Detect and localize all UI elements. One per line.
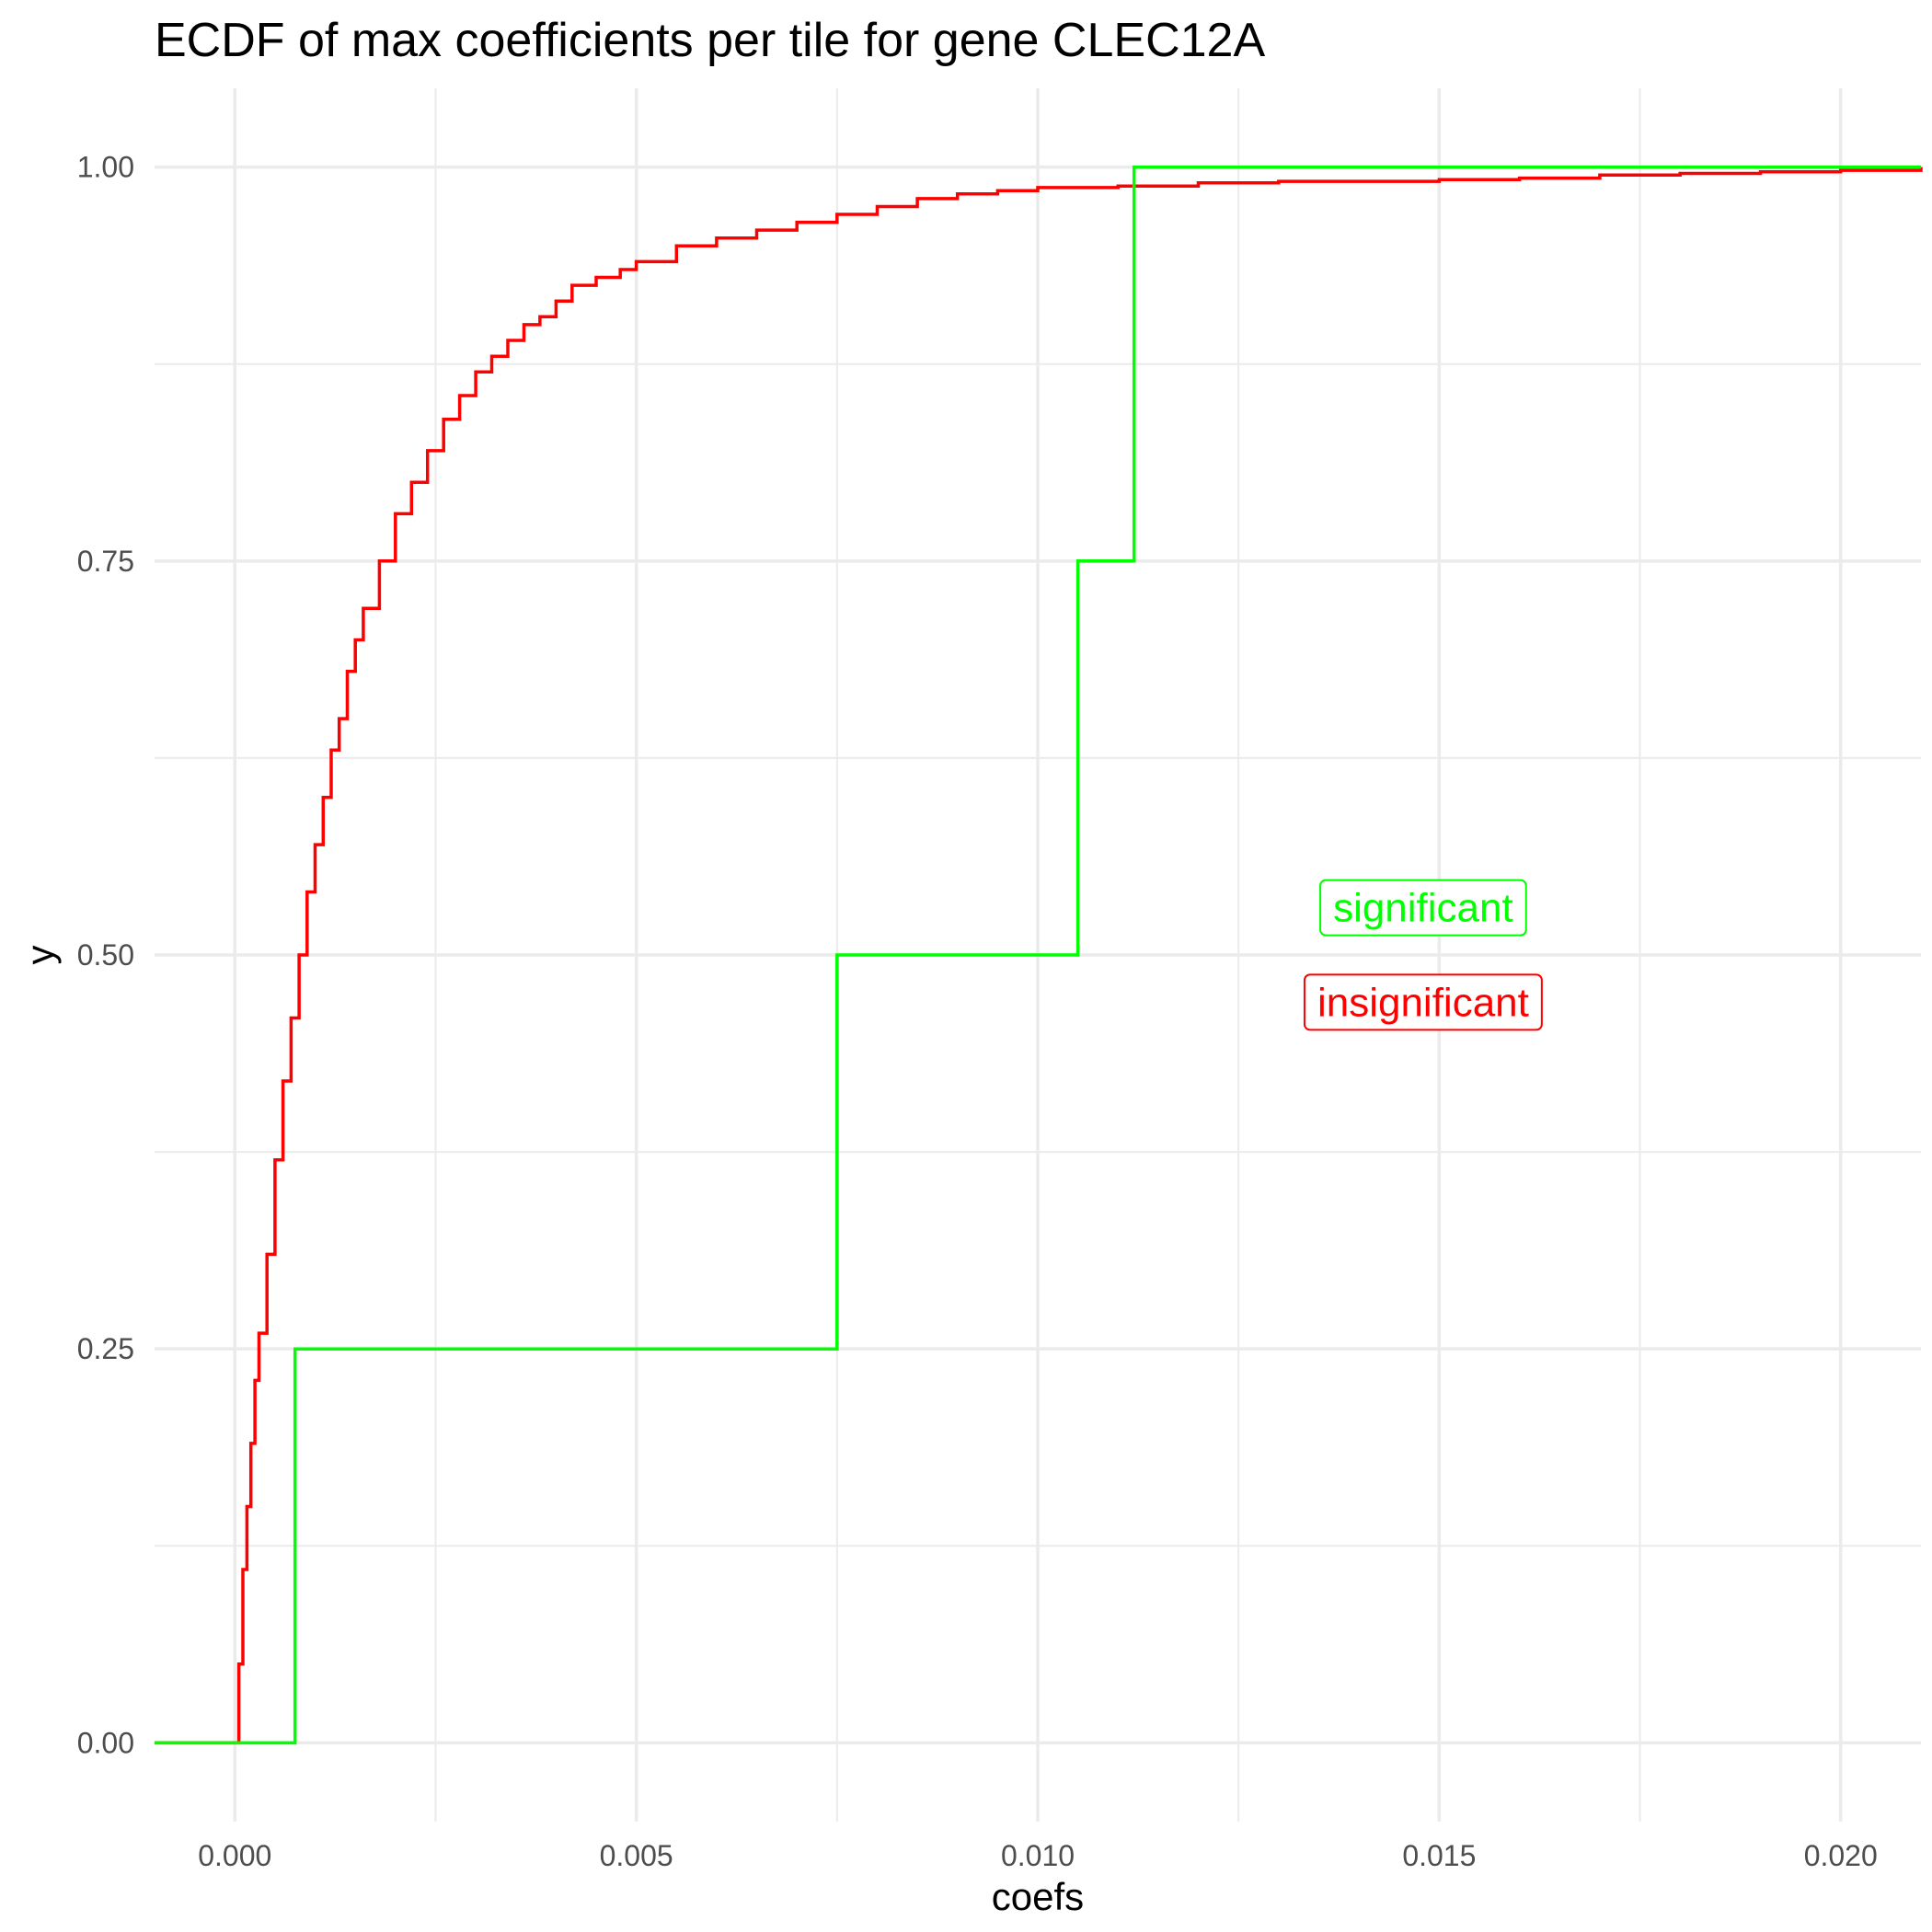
y-tick-label: 0.75 bbox=[77, 545, 134, 578]
x-tick-label: 0.015 bbox=[1402, 1839, 1476, 1872]
y-tick-label: 1.00 bbox=[77, 151, 134, 184]
annotation-label: significant bbox=[1333, 886, 1513, 931]
x-axis-ticks: 0.000 0.005 0.010 0.015 0.020 bbox=[198, 1839, 1878, 1872]
annotation-label: insignificant bbox=[1317, 980, 1529, 1025]
x-tick-label: 0.010 bbox=[1001, 1839, 1075, 1872]
annotation-insignificant: insignificant bbox=[1303, 973, 1543, 1031]
y-tick-label: 0.00 bbox=[77, 1726, 134, 1759]
series-line-insignificant bbox=[155, 167, 1923, 1745]
annotation-significant: significant bbox=[1319, 879, 1527, 937]
y-tick-label: 0.25 bbox=[77, 1332, 134, 1365]
y-axis-ticks: 0.00 0.25 0.50 0.75 1.00 bbox=[77, 151, 134, 1760]
y-axis-title: y bbox=[18, 946, 62, 965]
legend-labels: significant insignificant bbox=[1303, 879, 1543, 1031]
y-tick-label: 0.50 bbox=[77, 938, 134, 972]
annotation-box bbox=[1319, 879, 1527, 937]
x-axis-title: coefs bbox=[992, 1875, 1084, 1918]
x-tick-label: 0.005 bbox=[600, 1839, 673, 1872]
x-tick-label: 0.000 bbox=[198, 1839, 271, 1872]
series-line-significant bbox=[155, 165, 1921, 1745]
annotation-box bbox=[1303, 973, 1543, 1031]
x-tick-label: 0.020 bbox=[1804, 1839, 1878, 1872]
series-layer bbox=[155, 165, 1923, 1745]
chart-title: ECDF of max coefficients per tile for ge… bbox=[155, 14, 1266, 67]
